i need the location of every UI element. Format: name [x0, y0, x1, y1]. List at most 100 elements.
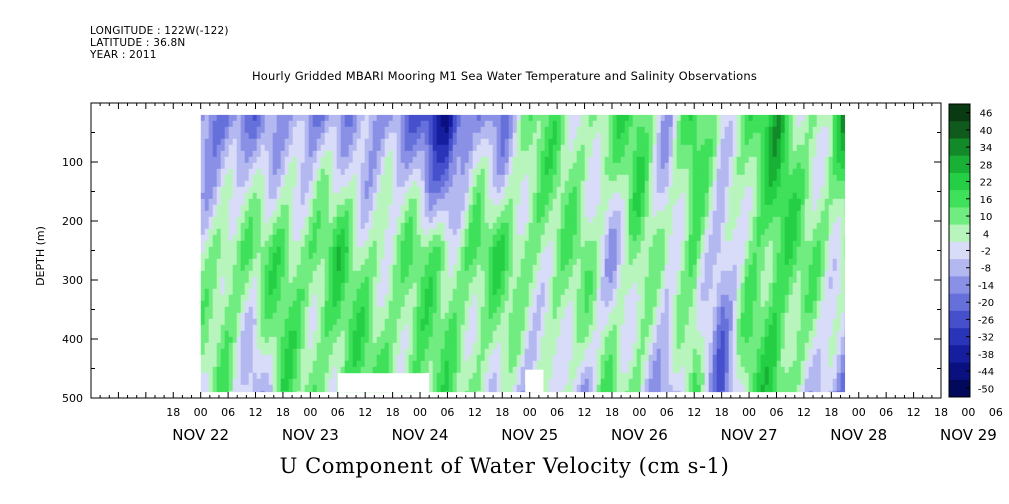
heatmap-cell — [364, 240, 370, 248]
heatmap-cell — [420, 294, 426, 302]
heatmap-cell — [280, 162, 286, 170]
heatmap-cell — [328, 120, 334, 128]
heatmap-cell — [524, 336, 530, 344]
heatmap-cell — [544, 126, 550, 134]
heatmap-cell — [444, 360, 450, 368]
heatmap-cell — [456, 186, 462, 194]
heatmap-cell — [304, 276, 310, 284]
heatmap-cell — [548, 324, 554, 332]
heatmap-cell — [604, 324, 610, 332]
heatmap-cell — [220, 336, 226, 344]
heatmap-cell — [480, 168, 486, 176]
heatmap-cell — [312, 240, 318, 248]
heatmap-cell — [436, 180, 442, 188]
heatmap-cell — [548, 390, 554, 393]
heatmap-cell — [440, 252, 446, 260]
heatmap-cell — [332, 192, 338, 200]
heatmap-cell — [412, 312, 418, 320]
heatmap-cell — [456, 330, 462, 338]
heatmap-cell — [576, 234, 582, 242]
heatmap-cell — [444, 198, 450, 206]
heatmap-cell — [532, 210, 538, 218]
heatmap-cell — [296, 150, 302, 158]
heatmap-cell — [512, 318, 518, 326]
heatmap-cell — [404, 342, 410, 350]
heatmap-cell — [272, 282, 278, 290]
heatmap-cell — [200, 348, 206, 356]
heatmap-cell — [512, 294, 518, 302]
heatmap-cell — [288, 354, 294, 362]
heatmap-cell — [456, 348, 462, 356]
heatmap-cell — [256, 366, 262, 374]
heatmap-cell — [452, 384, 458, 392]
heatmap-cell — [568, 216, 574, 224]
heatmap-cell — [508, 264, 514, 272]
heatmap-cell — [600, 348, 606, 356]
heatmap-cell — [524, 114, 530, 122]
heatmap-cell — [480, 228, 486, 236]
heatmap-cell — [396, 258, 402, 266]
heatmap-cell — [304, 156, 310, 164]
heatmap-cell — [436, 210, 442, 218]
heatmap-cell — [232, 186, 238, 194]
heatmap-cell — [536, 144, 542, 152]
heatmap-cell — [232, 180, 238, 188]
heatmap-cell — [508, 336, 514, 344]
heatmap-cell — [348, 288, 354, 296]
heatmap-cell — [512, 300, 518, 308]
heatmap-cell — [528, 252, 534, 260]
heatmap-cell — [552, 366, 558, 374]
heatmap-cell — [564, 318, 570, 326]
heatmap-cell — [548, 216, 554, 224]
heatmap-cell — [596, 246, 602, 254]
heatmap-cell — [208, 336, 214, 344]
heatmap-cell — [556, 276, 562, 284]
heatmap-cell — [420, 282, 426, 290]
heatmap-cell — [412, 294, 418, 302]
heatmap-cell — [524, 312, 530, 320]
heatmap-cell — [364, 264, 370, 272]
heatmap-cell — [204, 132, 210, 140]
heatmap-cell — [584, 246, 590, 254]
heatmap-cell — [320, 150, 326, 158]
heatmap-cell — [220, 390, 226, 393]
heatmap-cell — [612, 240, 618, 248]
heatmap-cell — [580, 114, 586, 122]
heatmap-cell — [216, 354, 222, 362]
heatmap-cell — [200, 294, 206, 302]
heatmap-cell — [344, 222, 350, 230]
heatmap-cell — [240, 348, 246, 356]
heatmap-cell — [460, 204, 466, 212]
heatmap-cell — [568, 156, 574, 164]
heatmap-cell — [408, 222, 414, 230]
heatmap-cell — [596, 198, 602, 206]
heatmap-cell — [468, 138, 474, 146]
heatmap-cell — [592, 258, 598, 266]
heatmap-cell — [216, 120, 222, 128]
heatmap-cell — [368, 222, 374, 230]
heatmap-cell — [368, 270, 374, 278]
heatmap-cell — [448, 342, 454, 350]
heatmap-cell — [592, 342, 598, 350]
heatmap-cell — [484, 276, 490, 284]
heatmap-cell — [620, 132, 626, 140]
heatmap-cell — [460, 372, 466, 380]
heatmap-cell — [460, 324, 466, 332]
heatmap-cell — [340, 294, 346, 302]
heatmap-cell — [212, 330, 218, 338]
heatmap-cell — [420, 360, 426, 368]
heatmap-cell — [452, 204, 458, 212]
heatmap-cell — [344, 282, 350, 290]
heatmap-cell — [596, 186, 602, 194]
heatmap-cell — [544, 162, 550, 170]
heatmap-cell — [504, 306, 510, 314]
heatmap-cell — [612, 276, 618, 284]
heatmap-cell — [416, 162, 422, 170]
heatmap-cell — [236, 114, 242, 122]
heatmap-cell — [388, 138, 394, 146]
heatmap-cell — [332, 276, 338, 284]
heatmap-cell — [360, 180, 366, 188]
heatmap-cell — [296, 114, 302, 122]
heatmap-cell — [264, 246, 270, 254]
heatmap-cell — [236, 192, 242, 200]
